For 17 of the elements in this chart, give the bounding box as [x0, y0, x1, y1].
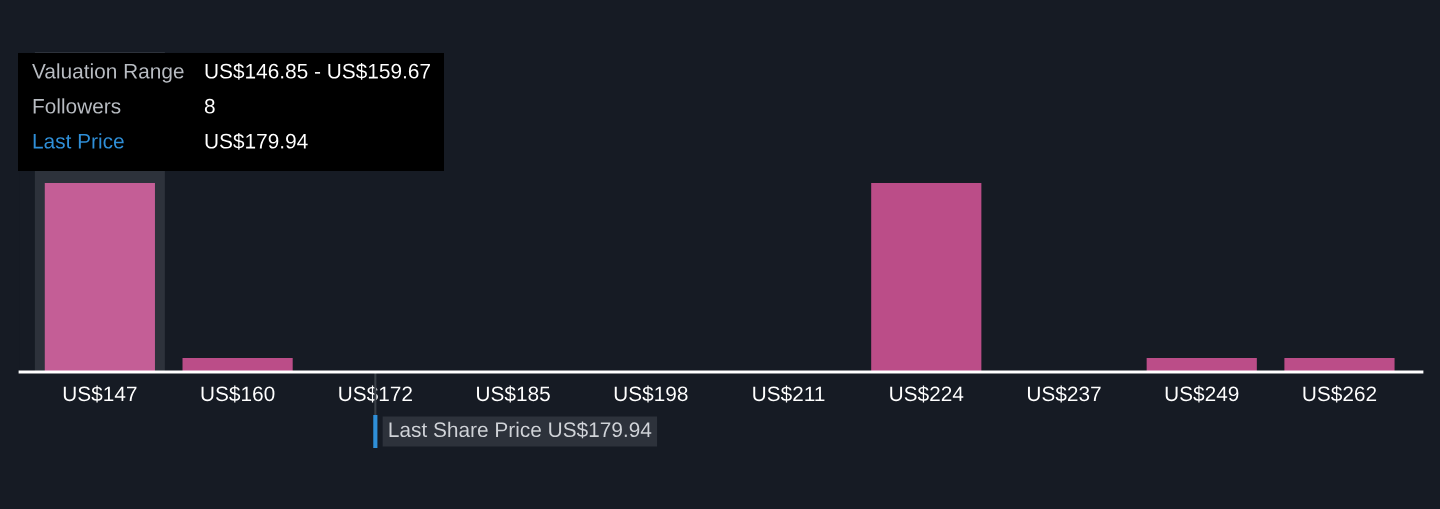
x-tick-label: US$224 [890, 385, 964, 403]
x-tick-label: US$172 [339, 385, 412, 403]
x-tick-label: US$211 [753, 385, 825, 403]
x-tick-label: US$237 [1027, 385, 1101, 403]
x-tick-label: US$160 [201, 385, 275, 403]
ref-line-label: Last Share Price US$179.94 [389, 421, 652, 439]
x-tick-label: US$198 [614, 385, 688, 403]
text: Valuation Range [32, 63, 184, 83]
x-tick-label: US$249 [1165, 385, 1239, 403]
text: Last Price [33, 133, 124, 149]
text: 8 [204, 98, 215, 114]
x-tick-label: US$147 [63, 385, 137, 403]
text: Followers [33, 98, 121, 114]
x-tick-label: US$185 [477, 385, 550, 403]
text: US$179.94 [205, 132, 308, 150]
x-tick-label: US$262 [1303, 385, 1377, 403]
text: US$146.85 - US$159.67 [205, 62, 430, 80]
